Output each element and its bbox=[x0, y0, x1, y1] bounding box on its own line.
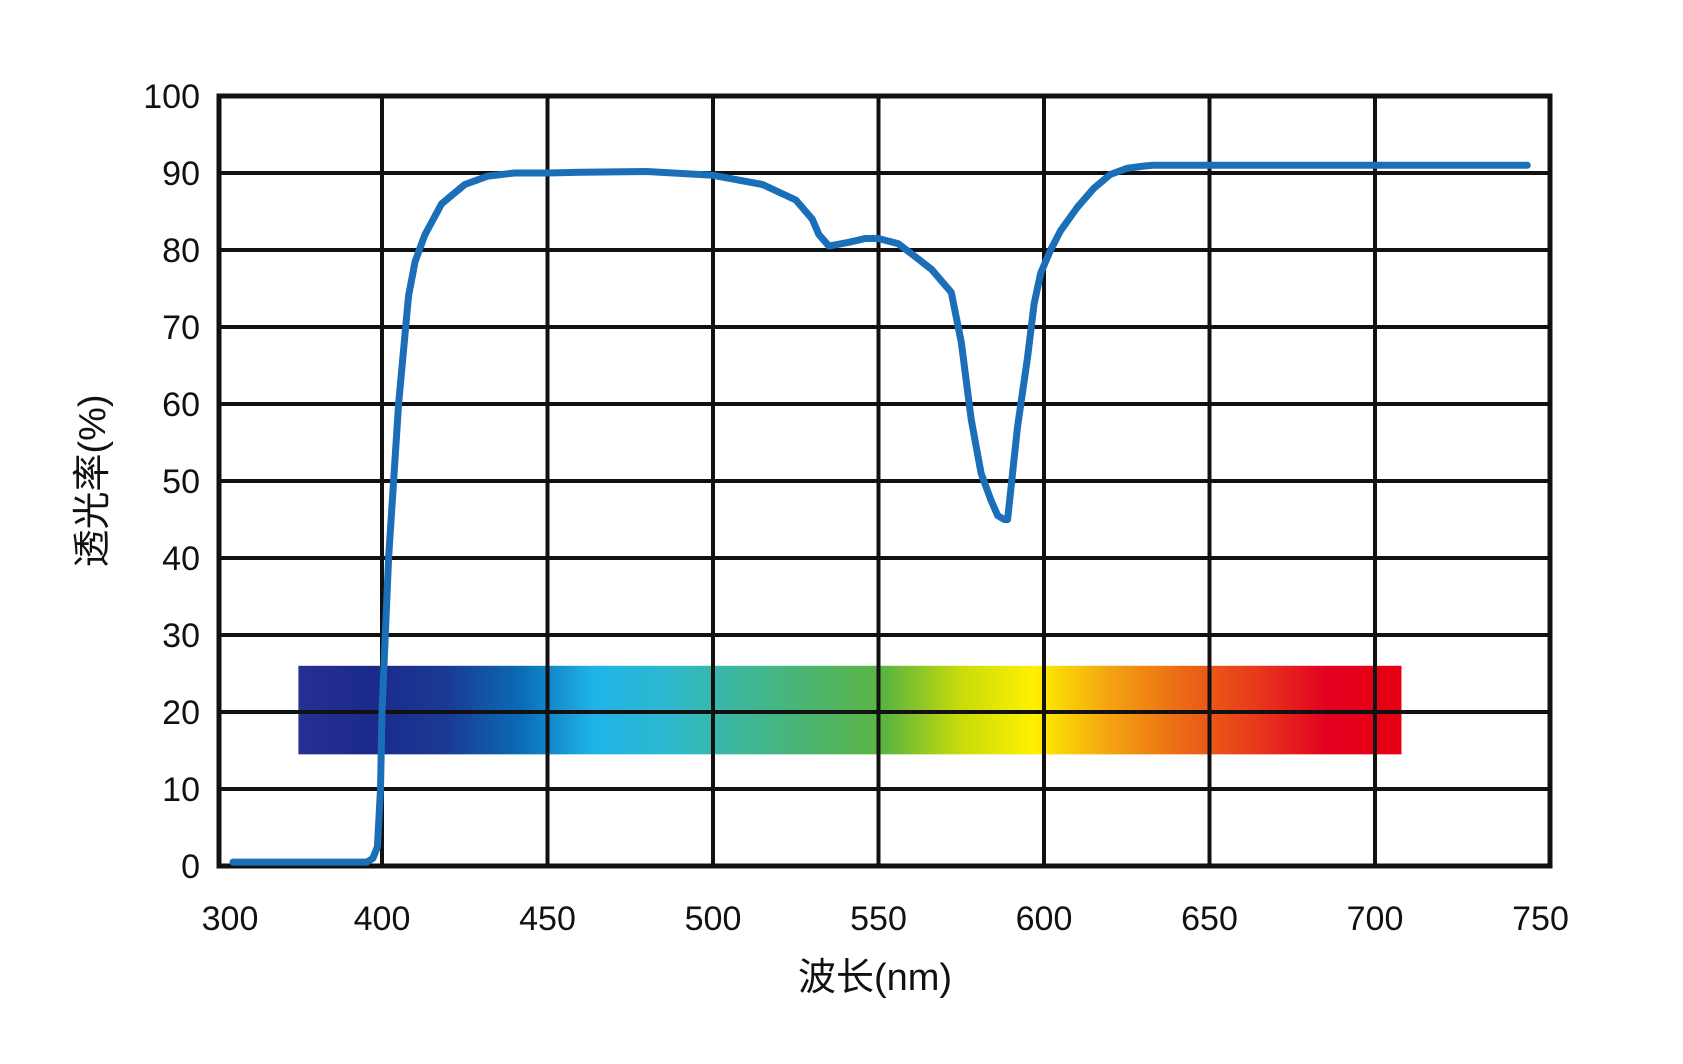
x-tick-label-400: 400 bbox=[354, 900, 411, 938]
x-tick-label-700: 700 bbox=[1347, 900, 1404, 938]
y-tick-label-50: 50 bbox=[162, 463, 200, 501]
y-tick-label-100: 100 bbox=[143, 78, 200, 116]
x-tick-label-450: 450 bbox=[519, 900, 576, 938]
y-tick-label-70: 70 bbox=[162, 309, 200, 347]
plot-frame bbox=[216, 93, 1553, 869]
transmittance-curve bbox=[229, 161, 1531, 866]
y-tick-label-20: 20 bbox=[162, 694, 200, 732]
y-tick-label-60: 60 bbox=[162, 386, 200, 424]
y-tick-label-0: 0 bbox=[181, 848, 200, 886]
x-axis-title: 波长(nm) bbox=[798, 957, 952, 999]
y-tick-label-10: 10 bbox=[162, 771, 200, 809]
y-tick-label-90: 90 bbox=[162, 155, 200, 193]
x-tick-label-550: 550 bbox=[850, 900, 907, 938]
y-tick-label-30: 30 bbox=[162, 617, 200, 655]
x-tick-label-650: 650 bbox=[1181, 900, 1238, 938]
y-axis-title: 透光率(%) bbox=[72, 394, 114, 567]
y-tick-label-40: 40 bbox=[162, 540, 200, 578]
x-tick-label-300: 300 bbox=[202, 900, 259, 938]
y-tick-label-80: 80 bbox=[162, 232, 200, 270]
x-tick-label-600: 600 bbox=[1016, 900, 1073, 938]
x-tick-label-750: 750 bbox=[1512, 900, 1569, 938]
x-tick-label-500: 500 bbox=[685, 900, 742, 938]
